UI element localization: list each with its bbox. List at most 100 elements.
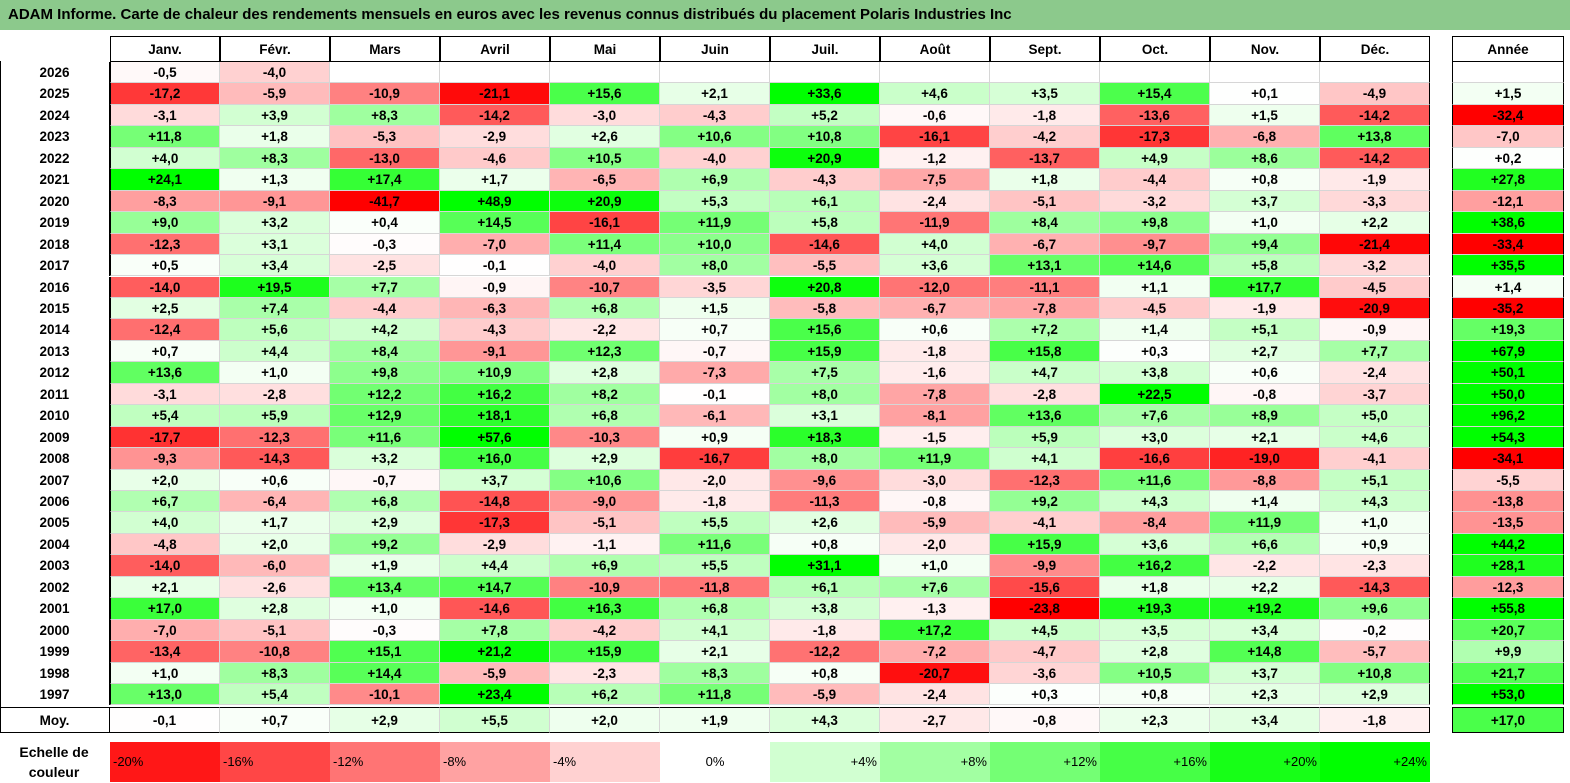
month-cell: -3,6 (990, 662, 1100, 685)
legend-swatch: -8% (440, 742, 550, 782)
month-cell: -17,3 (440, 512, 550, 534)
month-cell (440, 62, 550, 84)
year-cell: +50,0 (1452, 383, 1564, 406)
month-cell: +2,0 (110, 469, 220, 491)
month-cell: +1,5 (1210, 104, 1320, 127)
month-cell: +5,4 (220, 684, 330, 706)
month-cell: -6,7 (990, 233, 1100, 256)
month-cell: -0,8 (1210, 383, 1320, 406)
year-cell: +54,3 (1452, 426, 1564, 449)
month-cell: +15,4 (1100, 83, 1210, 105)
month-cell: -8,4 (1100, 512, 1210, 534)
month-cell: -14,2 (1320, 104, 1430, 127)
month-cell: -4,9 (1320, 83, 1430, 105)
month-cell: -9,0 (550, 491, 660, 513)
month-cell: +1,0 (220, 362, 330, 384)
row-label: 2009 (0, 426, 110, 449)
month-cell: +14,6 (1100, 255, 1210, 277)
year-cell: +67,9 (1452, 340, 1564, 363)
month-cell: -0,1 (660, 383, 770, 406)
month-cell: -14,6 (440, 598, 550, 620)
month-cell: +16,3 (550, 598, 660, 620)
month-cell: +10,5 (1100, 662, 1210, 685)
month-cell: +11,4 (550, 233, 660, 256)
month-cell: +1,0 (110, 662, 220, 685)
month-cell (1100, 62, 1210, 84)
month-cell: +1,0 (880, 555, 990, 577)
row-label: 2010 (0, 405, 110, 427)
month-cell: +17,2 (880, 619, 990, 642)
month-cell: -14,3 (220, 448, 330, 470)
month-cell: -13,7 (990, 147, 1100, 170)
month-cell: +0,7 (110, 340, 220, 363)
month-cell: -0,6 (880, 104, 990, 127)
month-cell: +15,1 (330, 641, 440, 663)
month-cell: -12,4 (110, 319, 220, 341)
row-label: 2014 (0, 319, 110, 341)
month-cell: +4,5 (990, 619, 1100, 642)
row-label: 2022 (0, 147, 110, 170)
month-cell: -4,7 (990, 641, 1100, 663)
month-cell: +5,6 (220, 319, 330, 341)
month-cell: -4,2 (550, 619, 660, 642)
year-cell: +20,7 (1452, 619, 1564, 642)
year-cell: -33,4 (1452, 233, 1564, 256)
row-label: 2006 (0, 491, 110, 513)
row-label: 2019 (0, 212, 110, 234)
month-cell: +0,9 (1320, 533, 1430, 556)
month-cell: -5,9 (770, 684, 880, 706)
year-cell: +44,2 (1452, 533, 1564, 556)
month-cell: +21,2 (440, 641, 550, 663)
month-cell (550, 62, 660, 84)
month-cell: -7,0 (110, 619, 220, 642)
month-cell: +8,3 (330, 104, 440, 127)
month-cell: -3,0 (550, 104, 660, 127)
month-cell: +0,6 (1210, 362, 1320, 384)
month-cell: +6,8 (550, 297, 660, 320)
month-header: Sept. (990, 36, 1100, 62)
month-cell: -3,2 (1320, 255, 1430, 277)
month-cell: +4,7 (990, 362, 1100, 384)
month-cell: +2,1 (660, 641, 770, 663)
month-cell: +10,6 (550, 469, 660, 491)
month-cell: +8,0 (660, 255, 770, 277)
month-cell: -1,8 (880, 340, 990, 363)
month-cell: -11,1 (990, 276, 1100, 298)
month-cell: +8,4 (330, 340, 440, 363)
month-cell: +1,7 (440, 169, 550, 191)
month-cell: -1,3 (880, 598, 990, 620)
month-cell: -21,1 (440, 83, 550, 105)
month-cell: +19,5 (220, 276, 330, 298)
month-cell: -4,5 (1320, 276, 1430, 298)
month-cell: +4,6 (1320, 426, 1430, 449)
month-header: Nov. (1210, 36, 1320, 62)
year-cell: -34,1 (1452, 448, 1564, 470)
month-cell: +12,9 (330, 405, 440, 427)
month-cell: +0,8 (770, 533, 880, 556)
month-header: Oct. (1100, 36, 1210, 62)
month-cell: +5,8 (770, 212, 880, 234)
month-cell: +1,0 (1320, 512, 1430, 534)
row-label: 1999 (0, 641, 110, 663)
year-cell: -32,4 (1452, 104, 1564, 127)
row-label: 2020 (0, 190, 110, 213)
month-cell: +17,4 (330, 169, 440, 191)
month-cell: +16,2 (1100, 555, 1210, 577)
month-cell: -8,1 (880, 405, 990, 427)
month-cell: +11,9 (660, 212, 770, 234)
report-title: ADAM Informe. Carte de chaleur des rende… (0, 0, 1570, 30)
month-cell: -2,9 (440, 533, 550, 556)
month-cell: -5,5 (770, 255, 880, 277)
month-cell: +3,2 (330, 448, 440, 470)
month-header: Mai (550, 36, 660, 62)
month-header: Juin (660, 36, 770, 62)
month-cell: +2,7 (1210, 340, 1320, 363)
month-cell: -2,3 (550, 662, 660, 685)
month-cell: +12,3 (550, 340, 660, 363)
month-cell: +15,6 (770, 319, 880, 341)
legend-swatch: +20% (1210, 742, 1320, 782)
month-cell: -2,6 (220, 576, 330, 599)
row-label: 2024 (0, 104, 110, 127)
month-cell: -6,8 (1210, 126, 1320, 148)
month-cell: -3,7 (1320, 383, 1430, 406)
